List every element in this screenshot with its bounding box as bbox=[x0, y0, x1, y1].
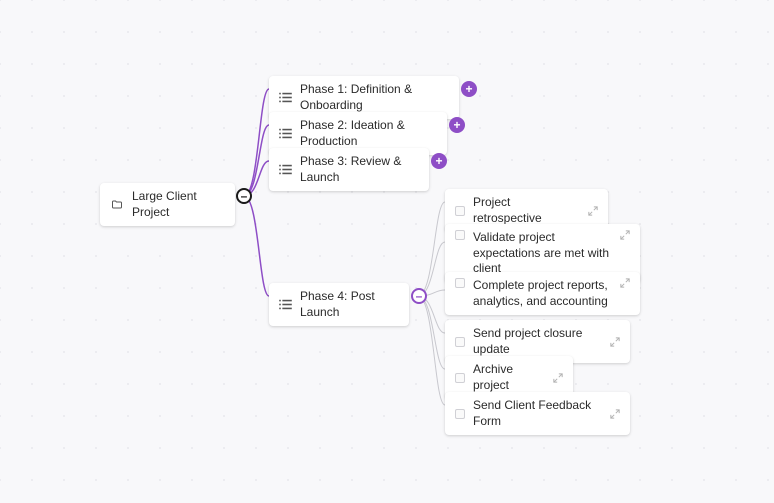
phase-toggle[interactable]: – bbox=[411, 288, 427, 304]
root-label: Large Client Project bbox=[132, 189, 225, 220]
checkbox-icon[interactable] bbox=[455, 409, 465, 419]
phase-label: Phase 2: Ideation & Production bbox=[300, 118, 437, 149]
phase-toggle[interactable]: + bbox=[461, 81, 477, 97]
task-label: Complete project reports, analytics, and… bbox=[473, 278, 610, 309]
phase-node[interactable]: Phase 3: Review & Launch bbox=[269, 148, 429, 191]
checkbox-icon[interactable] bbox=[455, 206, 465, 216]
phase-toggle[interactable]: + bbox=[431, 153, 447, 169]
task-label: Project retrospective bbox=[473, 195, 578, 226]
checkbox-icon[interactable] bbox=[455, 230, 465, 240]
folder-icon bbox=[110, 199, 124, 211]
task-node[interactable]: Send Client Feedback Form bbox=[445, 392, 630, 435]
expand-icon[interactable] bbox=[610, 409, 620, 419]
root-toggle[interactable]: – bbox=[236, 188, 252, 204]
phase-node[interactable]: Phase 4: Post Launch bbox=[269, 283, 409, 326]
phase-label: Phase 3: Review & Launch bbox=[300, 154, 419, 185]
phase-label: Phase 4: Post Launch bbox=[300, 289, 399, 320]
list-icon bbox=[279, 128, 292, 139]
task-label: Archive project bbox=[473, 362, 543, 393]
expand-icon[interactable] bbox=[620, 278, 630, 288]
task-label: Send project closure update bbox=[473, 326, 600, 357]
task-node[interactable]: Complete project reports, analytics, and… bbox=[445, 272, 640, 315]
list-icon bbox=[279, 299, 292, 310]
phase-toggle[interactable]: + bbox=[449, 117, 465, 133]
expand-icon[interactable] bbox=[620, 230, 630, 240]
checkbox-icon[interactable] bbox=[455, 373, 465, 383]
phase-label: Phase 1: Definition & Onboarding bbox=[300, 82, 449, 113]
expand-icon[interactable] bbox=[553, 373, 563, 383]
list-icon bbox=[279, 92, 292, 103]
checkbox-icon[interactable] bbox=[455, 278, 465, 288]
task-label: Validate project expectations are met wi… bbox=[473, 230, 610, 277]
checkbox-icon[interactable] bbox=[455, 337, 465, 347]
list-icon bbox=[279, 164, 292, 175]
task-label: Send Client Feedback Form bbox=[473, 398, 600, 429]
expand-icon[interactable] bbox=[588, 206, 598, 216]
root-node[interactable]: Large Client Project bbox=[100, 183, 235, 226]
expand-icon[interactable] bbox=[610, 337, 620, 347]
